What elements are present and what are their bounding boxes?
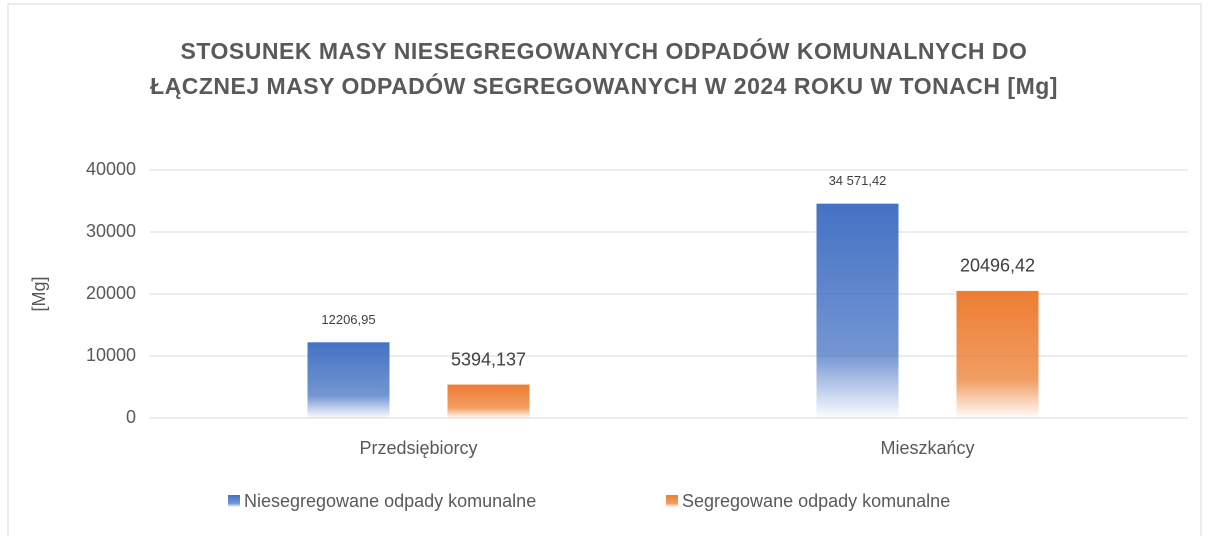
bar — [447, 384, 530, 418]
chart-title: STOSUNEK MASY NIESEGREGOWANYCH ODPADÓW K… — [150, 38, 1058, 99]
data-label: 34 571,42 — [829, 173, 887, 188]
legend-swatch — [666, 495, 678, 507]
y-tick-label: 40000 — [86, 159, 136, 179]
data-label: 20496,42 — [960, 256, 1035, 276]
bar — [307, 342, 390, 418]
data-label: 5394,137 — [451, 349, 526, 369]
bar — [956, 290, 1039, 418]
y-tick-label: 20000 — [86, 283, 136, 303]
legend-swatch — [228, 495, 240, 507]
y-axis-label: [Mg] — [29, 276, 49, 311]
chart-border — [7, 3, 1202, 536]
y-tick-label: 30000 — [86, 221, 136, 241]
legend-label: Niesegregowane odpady komunalne — [244, 491, 536, 511]
bar — [816, 203, 899, 418]
x-tick-label: Przedsiębiorcy — [359, 438, 477, 458]
y-tick-label: 0 — [126, 407, 136, 427]
data-label: 12206,95 — [321, 312, 375, 327]
legend-label: Segregowane odpady komunalne — [682, 491, 950, 511]
y-tick-label: 10000 — [86, 345, 136, 365]
x-tick-label: Mieszkańcy — [880, 438, 974, 458]
